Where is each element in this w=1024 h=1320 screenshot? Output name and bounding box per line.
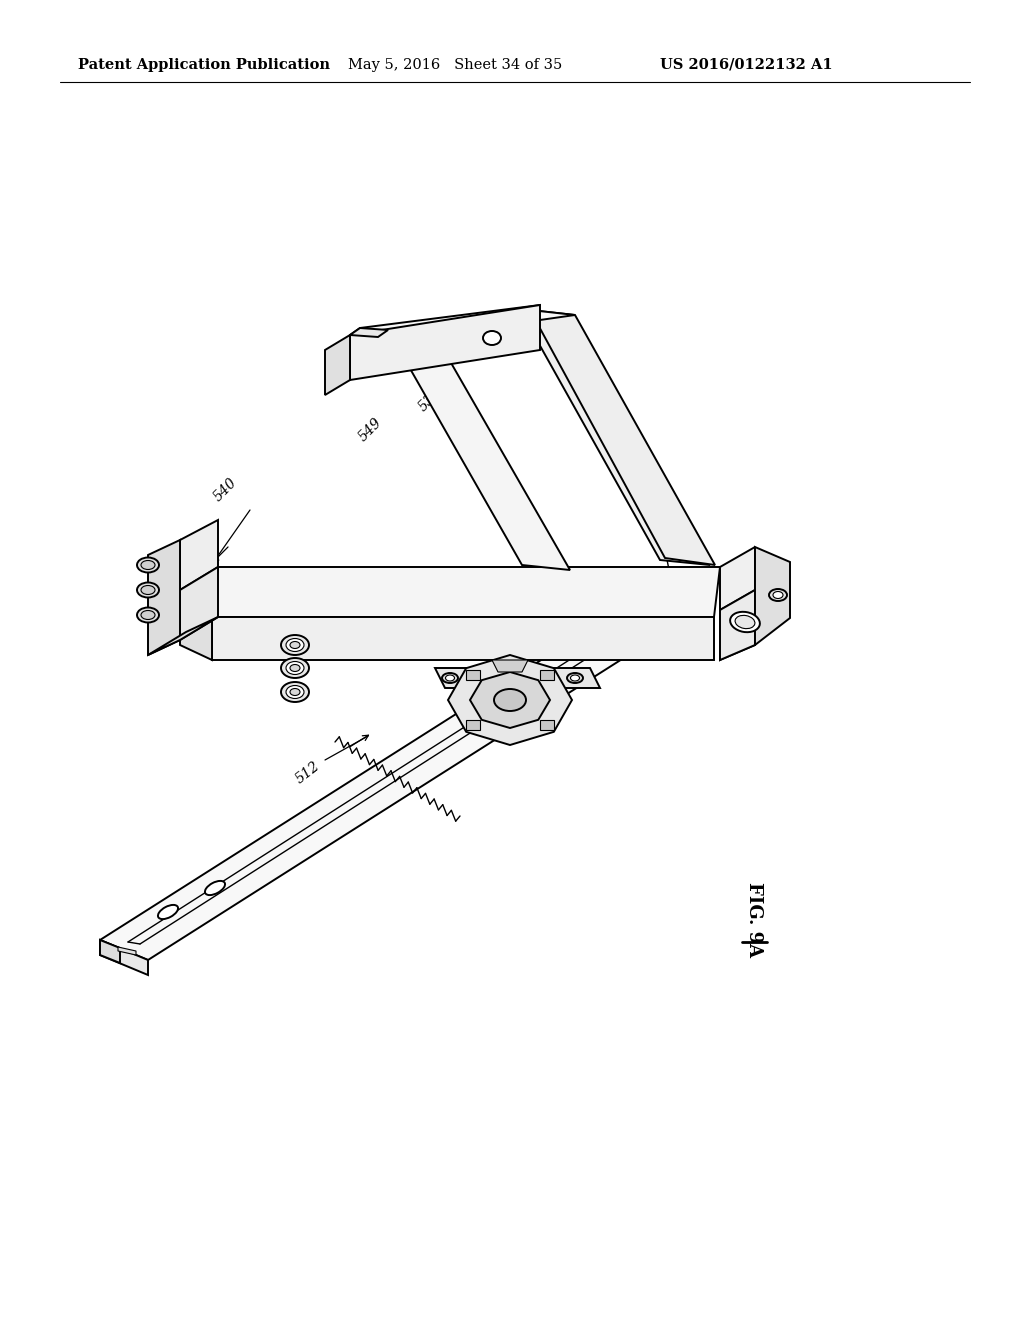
Polygon shape (466, 721, 480, 730)
Ellipse shape (286, 639, 304, 652)
Polygon shape (720, 546, 755, 610)
Ellipse shape (769, 589, 787, 601)
Ellipse shape (730, 611, 760, 632)
Polygon shape (100, 940, 148, 975)
Polygon shape (180, 568, 218, 640)
Polygon shape (449, 655, 572, 744)
Polygon shape (435, 668, 600, 688)
Polygon shape (212, 616, 714, 660)
Polygon shape (540, 669, 554, 680)
Ellipse shape (205, 880, 225, 895)
Ellipse shape (494, 689, 526, 711)
Ellipse shape (567, 673, 583, 682)
Polygon shape (520, 310, 710, 565)
Polygon shape (212, 568, 720, 616)
Polygon shape (388, 310, 575, 335)
Polygon shape (755, 546, 790, 645)
Ellipse shape (141, 610, 155, 619)
Polygon shape (720, 568, 755, 660)
Text: 549: 549 (355, 416, 384, 445)
Polygon shape (118, 946, 136, 954)
Polygon shape (180, 568, 212, 660)
Polygon shape (492, 660, 528, 672)
Polygon shape (100, 940, 120, 964)
Polygon shape (720, 590, 755, 660)
Polygon shape (325, 335, 350, 395)
Text: 540: 540 (211, 475, 240, 504)
Ellipse shape (286, 685, 304, 698)
Ellipse shape (141, 561, 155, 569)
Ellipse shape (483, 331, 501, 345)
Ellipse shape (290, 664, 300, 672)
Ellipse shape (281, 657, 309, 678)
Ellipse shape (735, 615, 755, 628)
Polygon shape (388, 330, 570, 570)
Ellipse shape (137, 582, 159, 598)
Ellipse shape (570, 675, 580, 681)
Text: FIG. 9A: FIG. 9A (745, 883, 763, 957)
Polygon shape (148, 616, 218, 655)
Ellipse shape (445, 675, 455, 681)
Ellipse shape (141, 586, 155, 594)
Ellipse shape (158, 906, 178, 919)
Ellipse shape (137, 607, 159, 623)
Ellipse shape (281, 682, 309, 702)
Ellipse shape (286, 661, 304, 675)
Text: Patent Application Publication: Patent Application Publication (78, 58, 330, 73)
Polygon shape (350, 305, 540, 380)
Text: US 2016/0122132 A1: US 2016/0122132 A1 (660, 58, 833, 73)
Polygon shape (180, 520, 218, 590)
Polygon shape (530, 310, 715, 565)
Polygon shape (540, 721, 554, 730)
Ellipse shape (773, 591, 783, 598)
Polygon shape (466, 669, 480, 680)
Ellipse shape (137, 557, 159, 573)
Text: 534: 534 (416, 385, 444, 414)
Text: 512: 512 (293, 759, 323, 787)
Polygon shape (470, 672, 550, 729)
Ellipse shape (290, 689, 300, 696)
Ellipse shape (281, 635, 309, 655)
Polygon shape (100, 615, 660, 960)
Polygon shape (350, 305, 540, 335)
Polygon shape (148, 540, 180, 655)
Text: May 5, 2016   Sheet 34 of 35: May 5, 2016 Sheet 34 of 35 (348, 58, 562, 73)
Polygon shape (350, 327, 388, 337)
Ellipse shape (442, 673, 458, 682)
Ellipse shape (290, 642, 300, 648)
